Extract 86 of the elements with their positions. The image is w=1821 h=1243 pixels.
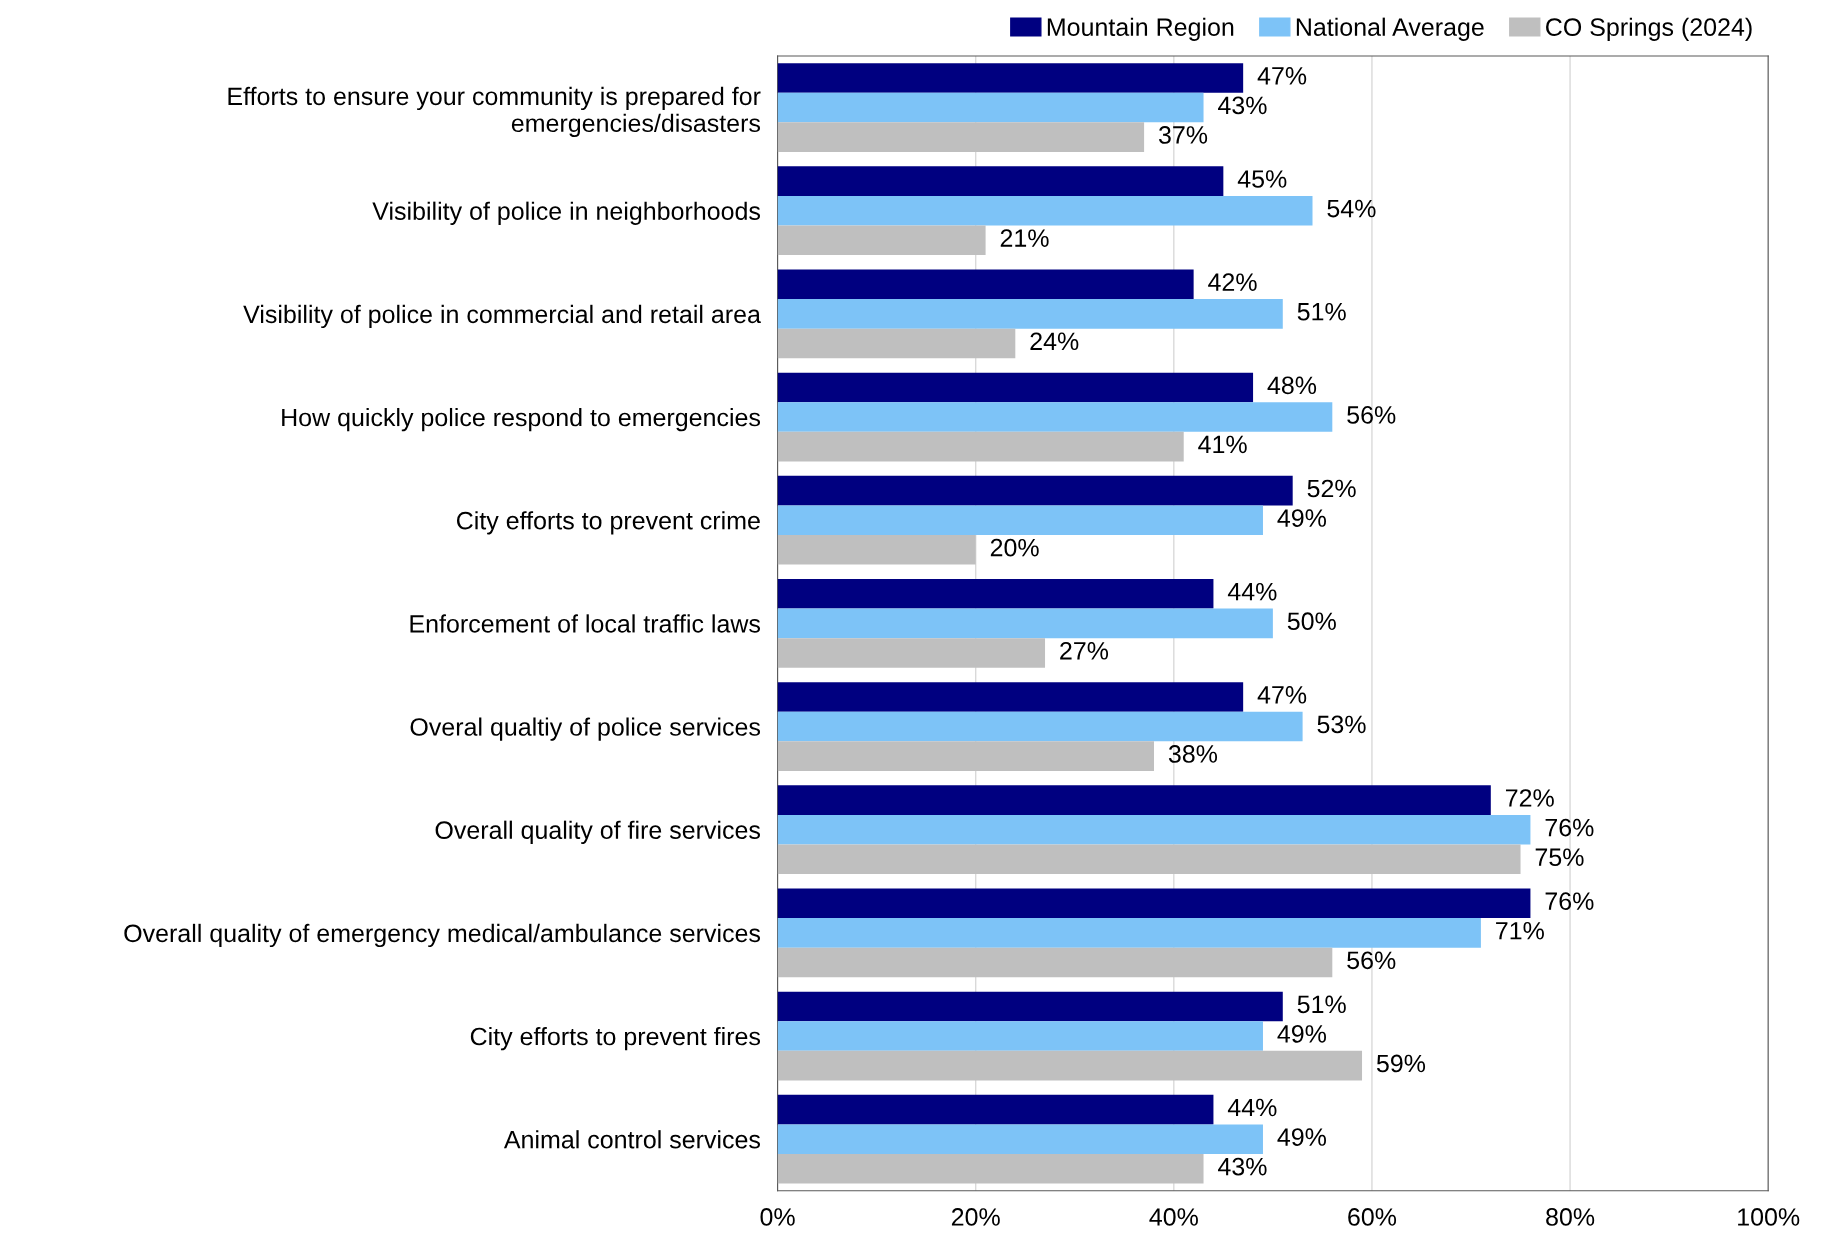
bar [777, 92, 1204, 123]
data-label: 37% [1158, 126, 1208, 144]
y-tick-label: Overall quality of emergency medical/ambulance services [124, 923, 761, 948]
x-tick-label: 40% [1149, 1208, 1198, 1226]
bar [777, 122, 1145, 152]
data-label: 20% [990, 538, 1039, 557]
x-tick-label: 0% [760, 1208, 795, 1226]
data-label: 49% [1277, 509, 1327, 527]
bar [777, 475, 1293, 506]
y-tick-label: Animal control services [503, 1130, 761, 1149]
bar [777, 888, 1531, 919]
bar [777, 195, 1313, 226]
bar [777, 991, 1283, 1022]
bar [777, 328, 1016, 359]
bar [777, 299, 1283, 329]
data-label: 44% [1227, 582, 1277, 601]
bar [777, 269, 1194, 300]
bar [777, 1050, 1363, 1081]
data-label: 24% [1030, 332, 1079, 351]
data-label: 45% [1237, 170, 1287, 188]
bar [777, 505, 1263, 535]
bar [777, 682, 1244, 712]
y-tick-label: Enforcement of local traffic laws [410, 614, 761, 633]
data-label: 50% [1287, 612, 1336, 631]
bar [777, 225, 986, 256]
bar [777, 63, 1244, 93]
data-label: 53% [1317, 715, 1366, 734]
data-label: 71% [1496, 921, 1544, 940]
bar [777, 166, 1224, 196]
data-label: 49% [1277, 1128, 1327, 1146]
bar [777, 608, 1273, 639]
data-label: 51% [1297, 302, 1346, 321]
data-label: 49% [1277, 1025, 1327, 1043]
data-label: 43% [1218, 1157, 1267, 1176]
data-label: 51% [1297, 995, 1346, 1014]
data-label: 76% [1545, 892, 1594, 911]
data-label: 44% [1227, 1098, 1277, 1117]
legend-label: National Average [1296, 17, 1484, 41]
y-tick-label: City efforts to prevent fires [470, 1026, 761, 1051]
bar [777, 1154, 1204, 1184]
data-label: 56% [1347, 406, 1396, 424]
data-label: 42% [1208, 273, 1257, 291]
bar [777, 1124, 1263, 1154]
bar [777, 372, 1254, 403]
bar [777, 844, 1521, 875]
data-label: 41% [1198, 435, 1247, 454]
bar [777, 918, 1481, 948]
bar [777, 785, 1491, 815]
data-label: 52% [1307, 479, 1356, 498]
y-tick-label: How quickly police respond to emergencies [282, 407, 761, 432]
y-tick-label: Overal qualtiy of police services [410, 717, 761, 741]
bar [777, 1021, 1263, 1051]
bar [777, 814, 1531, 845]
data-label: 21% [1000, 229, 1049, 247]
bar [777, 402, 1333, 432]
x-tick-label: 20% [951, 1208, 1000, 1226]
legend-label: Mountain Region [1047, 17, 1234, 41]
bar [777, 638, 1046, 668]
data-label: 75% [1535, 848, 1584, 866]
data-label: 56% [1347, 951, 1396, 970]
y-tick-label: Overall quality of fire services [435, 820, 761, 844]
data-label: 47% [1257, 67, 1307, 85]
y-tick-label: Visibility of police in commercial and retail area [243, 304, 761, 329]
data-label: 27% [1060, 641, 1109, 660]
bar [777, 1094, 1214, 1125]
bar [777, 579, 1214, 609]
y-tick-label: Efforts to ensure your community is prepared for emergencies/disasters [228, 86, 761, 138]
data-label: 48% [1267, 376, 1317, 395]
data-label: 54% [1327, 199, 1376, 218]
x-tick-label: 80% [1546, 1208, 1595, 1226]
bar [777, 534, 976, 565]
data-label: 76% [1545, 818, 1594, 837]
data-label: 43% [1218, 96, 1267, 115]
data-label: 47% [1257, 686, 1307, 704]
y-tick-label: Visibility of police in neighborhoods [372, 201, 761, 225]
bar [777, 741, 1154, 771]
bar [777, 431, 1184, 462]
legend-label: CO Springs (2024) [1546, 17, 1752, 41]
x-tick-label: 100% [1738, 1208, 1800, 1226]
y-tick-label: City efforts to prevent crime [456, 511, 760, 535]
data-label: 38% [1168, 745, 1218, 763]
data-label: 72% [1505, 789, 1554, 807]
x-tick-label: 60% [1348, 1208, 1397, 1226]
bar [777, 711, 1303, 742]
data-label: 59% [1376, 1054, 1426, 1073]
bar [777, 947, 1333, 978]
